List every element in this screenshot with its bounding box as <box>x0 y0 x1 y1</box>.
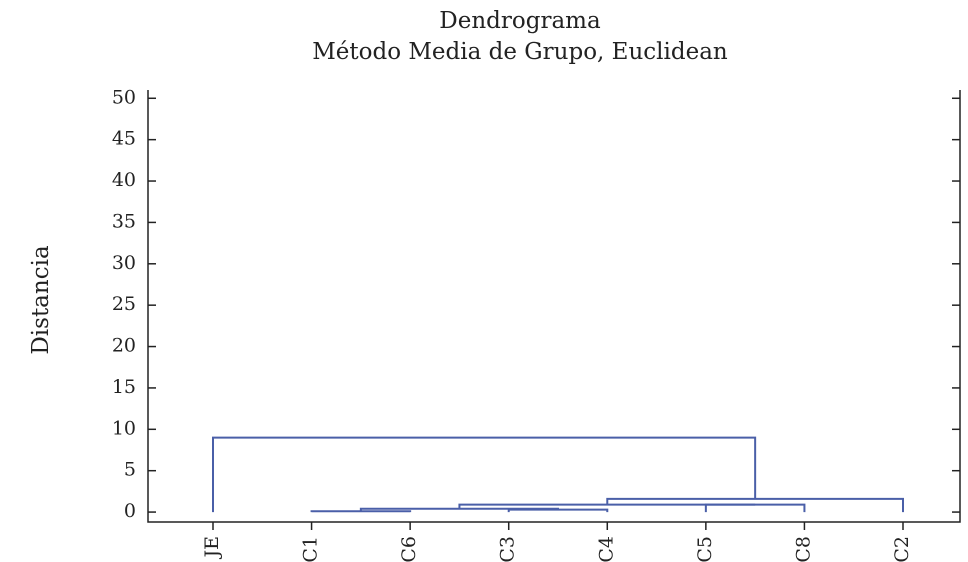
y-axis-label: Distancia <box>28 245 54 355</box>
dendrogram-link <box>507 508 609 513</box>
y-tick-label: 45 <box>112 128 136 150</box>
dendrogram-link <box>310 510 412 513</box>
x-tick-label: JE <box>201 536 223 560</box>
dendrogram-link <box>458 503 756 509</box>
x-tick-label: C6 <box>398 536 420 562</box>
y-tick-label: 40 <box>112 169 136 191</box>
plot-frame <box>147 90 961 523</box>
x-tick-label: C8 <box>792 536 814 562</box>
y-tick-label: 0 <box>124 500 136 522</box>
y-tick-label: 35 <box>112 210 136 232</box>
y-tick-label: 30 <box>112 252 136 274</box>
x-tick-label: C4 <box>595 536 617 562</box>
y-tick-label: 20 <box>112 335 136 357</box>
y-tick-label: 10 <box>112 417 136 439</box>
chart-title: Dendrograma <box>439 8 601 34</box>
y-tick-label: 5 <box>124 459 136 481</box>
y-tick-label: 25 <box>112 293 136 315</box>
chart-subtitle: Método Media de Grupo, Euclidean <box>312 39 728 65</box>
x-tick-label: C2 <box>891 536 913 562</box>
x-tick-label: C5 <box>694 536 716 562</box>
dendrogram-link <box>704 503 806 513</box>
y-tick-label: 50 <box>112 86 136 108</box>
x-tick-label: C3 <box>497 536 519 562</box>
dendrogram-link <box>359 507 559 512</box>
y-tick-label: 15 <box>112 376 136 398</box>
dendrogram-link <box>606 497 904 513</box>
x-tick-label: C1 <box>300 536 322 562</box>
dendrogram-link <box>212 436 757 513</box>
